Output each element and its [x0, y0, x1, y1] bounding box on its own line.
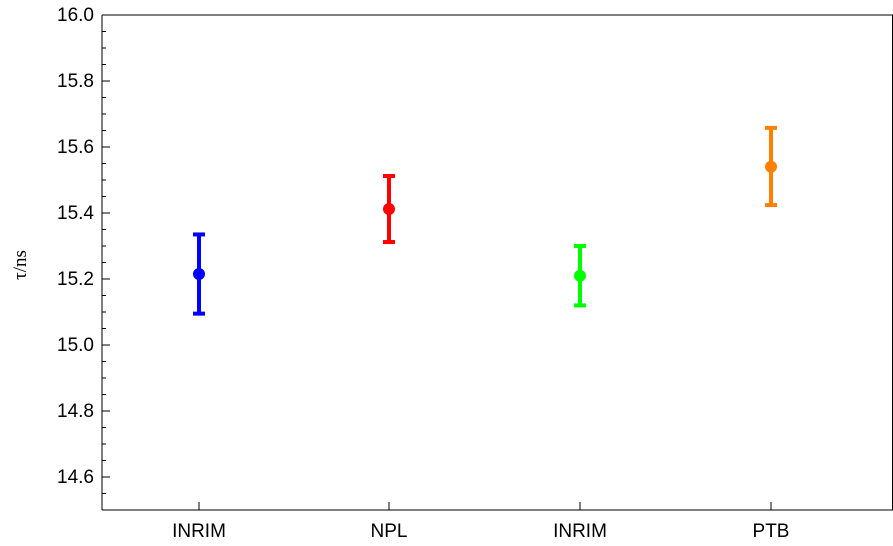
x-tick-label: NPL — [371, 521, 408, 542]
y-tick-label: 14.6 — [57, 467, 94, 488]
error-bar-group — [383, 174, 395, 245]
data-marks — [193, 125, 777, 316]
data-point — [765, 160, 777, 173]
y-tick-label: 14.8 — [57, 401, 94, 422]
x-tick-label: INRIM — [172, 521, 226, 542]
x-axis: INRIM NPL INRIM PTB — [172, 502, 789, 542]
y-tick-label: 15.2 — [57, 269, 94, 290]
y-tick-label: 15.0 — [57, 335, 94, 356]
data-point — [574, 269, 586, 282]
error-bar-group — [193, 232, 205, 316]
y-tick-label: 15.4 — [57, 203, 94, 224]
data-point — [193, 268, 205, 281]
plot-frame — [101, 14, 893, 511]
error-bar-group — [574, 244, 586, 308]
y-tick-label: 15.6 — [57, 137, 94, 158]
y-tick-label: 15.8 — [57, 71, 94, 92]
x-tick-label: INRIM — [553, 521, 607, 542]
error-bar-group — [765, 125, 777, 208]
y-tick-label: 16.0 — [57, 5, 94, 26]
y-axis: 14.6 14.8 15.0 15.2 15.4 15.6 15.8 16.0 — [57, 5, 110, 511]
y-axis-label: τ/ns — [10, 250, 31, 280]
data-point — [383, 203, 395, 216]
x-tick-label: PTB — [753, 521, 790, 542]
